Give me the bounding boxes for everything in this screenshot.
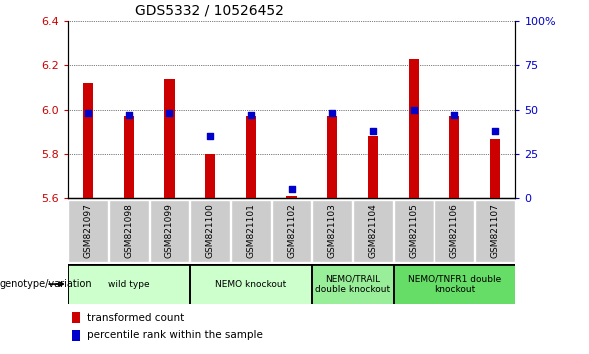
Text: transformed count: transformed count	[87, 313, 184, 322]
FancyBboxPatch shape	[393, 264, 515, 304]
Bar	[83, 83, 93, 198]
FancyBboxPatch shape	[190, 200, 230, 262]
Text: GSM821097: GSM821097	[84, 204, 92, 258]
Text: GSM821100: GSM821100	[206, 204, 214, 258]
Point	[327, 110, 337, 116]
Point	[206, 133, 215, 139]
Point	[246, 112, 256, 118]
FancyBboxPatch shape	[150, 200, 190, 262]
FancyBboxPatch shape	[435, 200, 474, 262]
Bar	[72, 330, 80, 341]
Point	[409, 107, 418, 113]
Bar	[72, 312, 80, 323]
FancyBboxPatch shape	[68, 264, 190, 304]
Text: GSM821107: GSM821107	[491, 204, 499, 258]
Point	[449, 112, 459, 118]
Text: GSM821098: GSM821098	[124, 204, 133, 258]
Point	[287, 187, 296, 192]
Text: GSM821105: GSM821105	[409, 204, 418, 258]
FancyBboxPatch shape	[231, 200, 271, 262]
FancyBboxPatch shape	[312, 264, 393, 304]
Bar	[246, 116, 256, 198]
Bar	[164, 79, 174, 198]
Text: genotype/variation: genotype/variation	[0, 279, 92, 289]
Bar	[409, 59, 419, 198]
Bar	[490, 138, 500, 198]
Text: wild type: wild type	[108, 280, 150, 289]
Bar	[368, 136, 378, 198]
Text: GSM821106: GSM821106	[450, 204, 459, 258]
FancyBboxPatch shape	[68, 200, 108, 262]
Bar	[327, 116, 337, 198]
FancyBboxPatch shape	[475, 200, 515, 262]
FancyBboxPatch shape	[190, 264, 312, 304]
Point	[124, 112, 134, 118]
FancyBboxPatch shape	[312, 200, 352, 262]
FancyBboxPatch shape	[272, 200, 312, 262]
Text: NEMO/TNFR1 double
knockout: NEMO/TNFR1 double knockout	[408, 274, 501, 294]
Bar	[449, 116, 459, 198]
Text: NEMO knockout: NEMO knockout	[215, 280, 286, 289]
Bar	[124, 116, 134, 198]
Text: GSM821104: GSM821104	[369, 204, 378, 258]
FancyBboxPatch shape	[353, 200, 393, 262]
Text: GSM821102: GSM821102	[287, 204, 296, 258]
Text: GSM821103: GSM821103	[327, 204, 337, 258]
FancyBboxPatch shape	[109, 200, 148, 262]
Bar	[286, 196, 297, 198]
FancyBboxPatch shape	[393, 200, 434, 262]
Bar	[205, 154, 215, 198]
Text: GSM821099: GSM821099	[165, 204, 174, 258]
Text: percentile rank within the sample: percentile rank within the sample	[87, 330, 263, 340]
Text: GDS5332 / 10526452: GDS5332 / 10526452	[135, 3, 284, 17]
Point	[84, 110, 93, 116]
Point	[165, 110, 174, 116]
Point	[368, 128, 378, 134]
Text: NEMO/TRAIL
double knockout: NEMO/TRAIL double knockout	[315, 274, 390, 294]
Text: GSM821101: GSM821101	[246, 204, 256, 258]
Point	[490, 128, 499, 134]
